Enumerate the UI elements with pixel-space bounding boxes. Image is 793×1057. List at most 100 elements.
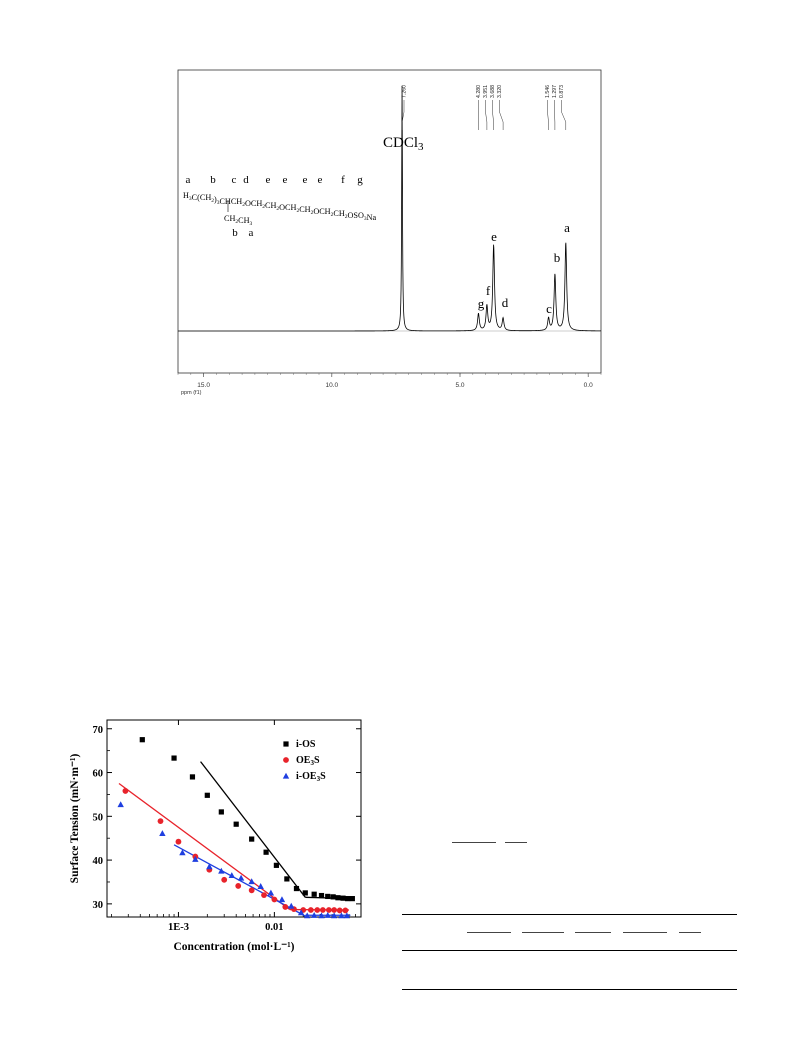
st-point-circle [261, 892, 267, 899]
st-point-triangle [267, 889, 275, 896]
short-rule-2 [505, 842, 527, 843]
table-subrule-5 [679, 932, 701, 933]
table-subrule-1 [467, 932, 511, 933]
st-point-circle [336, 907, 343, 914]
nmr-peak-letter-labels: CDCl3 gf e d c ba [383, 135, 570, 316]
table-subrule-3 [575, 932, 611, 933]
st-point-square [335, 895, 341, 901]
st-point-square [345, 896, 351, 902]
nmr-peak-letter: f [486, 283, 491, 298]
st-point-triangle [310, 911, 318, 918]
structure-letter-bottom: b [232, 227, 238, 239]
st-point-square [340, 895, 346, 901]
st-point-triangle [192, 855, 199, 862]
st-point-circle [221, 876, 228, 883]
table-top-rule [402, 914, 737, 915]
nmr-peak-letter: g [478, 296, 485, 311]
st-y-tick-label: 60 [93, 769, 104, 780]
st-data-points [117, 737, 355, 919]
nmr-shift-label: 1.546 [545, 85, 551, 98]
st-point-triangle [318, 912, 325, 919]
st-point-triangle [288, 902, 295, 909]
nmr-peak-letter: c [546, 301, 552, 316]
st-point-circle [307, 907, 314, 913]
st-point-circle [122, 788, 129, 794]
st-point-triangle [324, 911, 331, 918]
st-point-triangle [297, 909, 305, 916]
st-y-tick-label: 40 [93, 856, 104, 867]
st-point-circle [157, 818, 164, 825]
structure-letter-top: a [186, 174, 191, 186]
st-point-triangle [248, 878, 255, 885]
st-legend: i-OS OE3S i-OE3S [282, 739, 326, 783]
st-point-square [325, 893, 331, 900]
structure-letter-top: g [357, 174, 363, 186]
st-y-axis-label: Surface Tension (mN·m⁻¹) [69, 754, 81, 884]
st-point-triangle [117, 801, 124, 808]
structure-letter-top: f [341, 174, 345, 186]
st-x-tick-label: 0.01 [265, 922, 283, 933]
short-rule-1 [452, 842, 496, 843]
st-point-triangle [278, 896, 286, 903]
st-point-square [233, 821, 239, 827]
nmr-x-tick-label: 15.0 [197, 382, 210, 389]
nmr-solvent-label: CDCl3 [383, 135, 424, 153]
st-legend-label: i-OE3S [296, 771, 326, 783]
nmr-shift-label: 3.320 [497, 85, 503, 98]
st-point-triangle [218, 867, 225, 874]
st-point-square [330, 894, 336, 900]
nmr-shift-connector [561, 100, 567, 130]
st-axes: 30 40 50 60 70 1E-3 0.01 Concentration (mol·L⁻¹… [69, 720, 361, 953]
structure-formula: H3C(CH2)3CHCH2OCH2CH2OCH2CH2OCH2CH2OSO3N… [183, 191, 377, 222]
st-x-axis-label: Concentration (mol·L⁻¹) [174, 941, 295, 953]
st-point-circle [175, 838, 182, 845]
st-point-square [204, 792, 210, 798]
st-legend-label: OE3S [296, 755, 320, 767]
st-point-circle [325, 907, 332, 913]
nmr-shift-label: 1.297 [552, 85, 558, 98]
nmr-peak-letter: d [502, 295, 509, 310]
st-point-circle [282, 904, 289, 910]
nmr-peak-shift-labels: 7.260 4.280 3.951 3.688 3.320 1.546 1.297 0.873 [402, 85, 567, 130]
nmr-peak-letter: a [564, 220, 570, 235]
st-point-circle [248, 887, 255, 894]
nmr-shift-label: 3.688 [490, 85, 496, 98]
nmr-trace-line [178, 85, 601, 332]
st-point-triangle [159, 830, 166, 836]
table-bottom-rule [402, 989, 737, 990]
structure-letter-top: d [243, 174, 249, 186]
st-point-square [139, 737, 145, 743]
nmr-shift-connector [485, 100, 488, 130]
st-point-circle [319, 907, 326, 913]
table-header-rule [402, 950, 737, 951]
st-point-square [311, 891, 317, 897]
nmr-x-tick-label: 10.0 [325, 382, 338, 389]
st-plot-frame [106, 719, 362, 918]
nmr-shift-label: 3.951 [483, 85, 489, 98]
table-subrule-4 [623, 932, 667, 933]
nmr-shift-label: 7.260 [402, 85, 408, 98]
st-point-triangle [338, 912, 345, 919]
st-point-square [249, 836, 255, 842]
st-fit-line [200, 761, 306, 898]
st-point-triangle [228, 872, 236, 879]
st-point-circle [314, 907, 321, 913]
nmr-shift-connector [492, 100, 494, 130]
st-point-square [293, 885, 300, 892]
st-point-circle [271, 896, 278, 903]
structure-branch: CH2CH3 [224, 214, 253, 227]
st-y-tick-label: 30 [93, 900, 104, 911]
st-point-circle [235, 883, 242, 889]
st-point-square [171, 755, 177, 761]
st-point-triangle [330, 912, 338, 919]
molecular-structure: a b c d e e e e f gH3C(CH2)3CHCH2OCH2CH2OCH2CH2OC… [183, 174, 377, 239]
nmr-plot-frame [177, 69, 602, 374]
st-point-triangle [179, 849, 186, 856]
nmr-x-axis-label: ppm (f1) [181, 390, 202, 396]
st-legend-label: i-OS [296, 739, 316, 750]
st-y-tick-label: 70 [93, 725, 104, 736]
st-point-circle [283, 757, 289, 763]
structure-letter-top: e [303, 174, 308, 186]
st-point-circle [342, 907, 349, 914]
